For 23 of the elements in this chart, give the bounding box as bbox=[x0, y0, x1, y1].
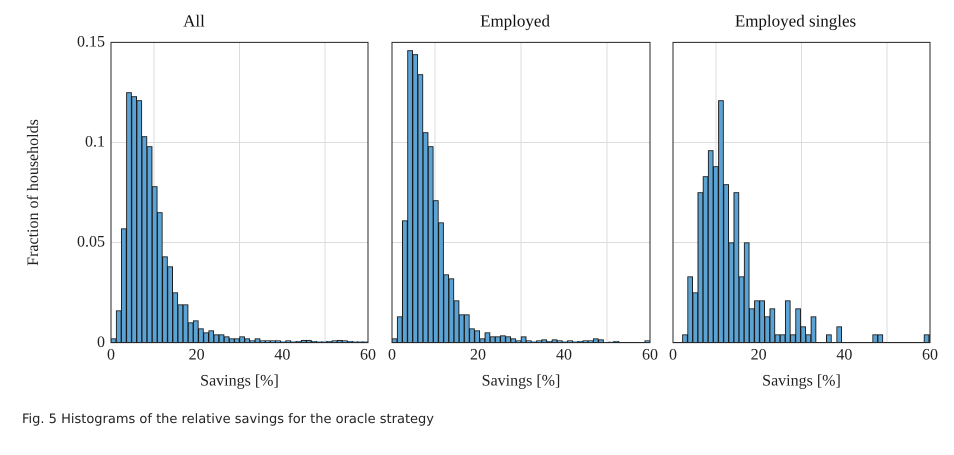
x-tick-label: 0 bbox=[669, 346, 677, 364]
x-axis-title: Savings [%] bbox=[482, 372, 560, 390]
x-tick-label: 40 bbox=[274, 346, 290, 364]
x-axis-title: Savings [%] bbox=[200, 372, 279, 390]
x-tick-label: 40 bbox=[556, 346, 572, 364]
chart-title: Employed singles bbox=[734, 12, 856, 31]
x-tick-label: 60 bbox=[360, 346, 376, 364]
x-axis-title: Savings [%] bbox=[762, 372, 841, 390]
x-tick-label: 60 bbox=[642, 346, 658, 364]
x-tick-label: 20 bbox=[750, 346, 767, 364]
y-tick-label: 0.15 bbox=[77, 34, 105, 51]
x-tick-label: 20 bbox=[470, 346, 486, 364]
y-tick-label: 0.05 bbox=[77, 234, 105, 251]
x-tick-label: 40 bbox=[836, 346, 852, 364]
x-tick-label: 0 bbox=[388, 346, 396, 364]
y-tick-label: 0 bbox=[97, 334, 105, 351]
x-tick-label: 60 bbox=[922, 346, 938, 364]
y-axis-title: Fraction of households bbox=[24, 119, 42, 266]
x-tick-label: 20 bbox=[188, 346, 205, 364]
chart-title: Employed bbox=[480, 12, 550, 31]
y-tick-label: 0.1 bbox=[85, 134, 105, 151]
chart-title: All bbox=[183, 12, 206, 31]
caption: Fig. 5 Histograms of the relative savings for the oracle strategy bbox=[22, 412, 434, 427]
